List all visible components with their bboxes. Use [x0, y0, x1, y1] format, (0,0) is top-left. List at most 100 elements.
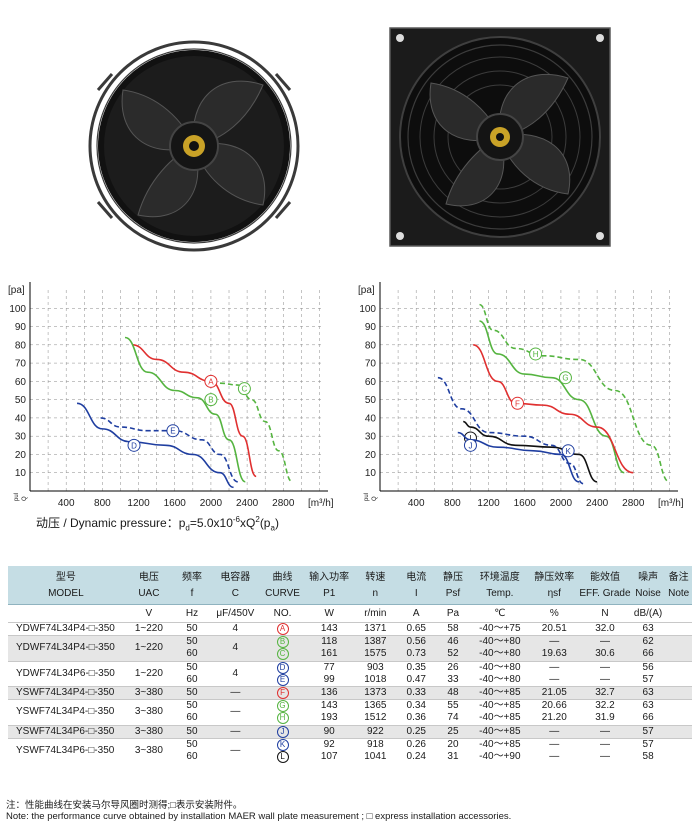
header-cell-unit: ℃: [494, 607, 506, 619]
curve-cell: K: [260, 737, 305, 751]
power-cell: 92: [304, 737, 354, 751]
speed-cell: 1371: [353, 621, 397, 636]
noise-cell: 57: [642, 673, 654, 685]
y-tick-label: 30: [15, 432, 27, 443]
header-cell-cn: 电压: [123, 566, 175, 586]
current-cell: 0.36: [406, 712, 426, 724]
pressure-cell: 48: [435, 685, 471, 700]
x-tick-label: 400: [408, 498, 425, 509]
y-axis-label: [pa]: [358, 285, 375, 296]
noise-cell: 56: [630, 660, 666, 674]
frequency-cell: 60: [186, 673, 198, 685]
temperature-cell: -40～+90: [479, 750, 521, 762]
table-row: YDWF74L34P4-□-350 1~220 50 4 A 143 1371 0.65 58-…: [8, 621, 692, 636]
header-cell-unit: r/min: [364, 607, 387, 619]
model-cell: YSWF74L34P4-□-350: [8, 685, 124, 700]
current-cell: 0.35: [396, 660, 436, 674]
curve-label-d: D: [131, 441, 137, 450]
y-tick-label: 10: [365, 468, 377, 479]
note-cell: [665, 621, 692, 636]
eff-grade-cell: 32.7: [579, 685, 631, 700]
curve-label-h: H: [533, 350, 539, 359]
header-cell-en: P1: [304, 586, 354, 605]
noise-cell: 57: [630, 724, 666, 739]
voltage-cell: 1~220: [123, 635, 175, 662]
noise-cell: 63: [630, 699, 666, 713]
header-cell-cn: 静压: [435, 566, 471, 586]
x-axis-label: [m³/h]: [308, 498, 334, 509]
voltage-cell: 1~220: [123, 660, 175, 687]
pressure-cell: 20: [435, 737, 471, 751]
curve-cell: C: [260, 648, 305, 662]
noise-cell: 66: [630, 648, 666, 662]
pressure-cell: 74: [447, 712, 459, 724]
speed-cell: 1041: [364, 750, 387, 762]
speed-cell: 918: [353, 737, 397, 751]
temperature-cell: -40～+80: [479, 673, 521, 685]
eff-grade-cell: —: [579, 635, 631, 649]
capacitor-cell: 4: [209, 660, 261, 687]
power-cell: 143: [304, 699, 354, 713]
square-plate-fan-photo: [389, 27, 611, 247]
header-cell-unit: Hz: [185, 607, 199, 619]
y-mark-label: Q: [372, 496, 378, 501]
curve-badge: H: [276, 712, 289, 725]
capacitor-cell: —: [209, 699, 261, 725]
curve-label-g: G: [562, 374, 568, 383]
curve-label-c: C: [242, 385, 248, 394]
frequency-cell: 50: [174, 635, 210, 649]
model-cell: YSWF74L34P4-□-350: [8, 699, 124, 725]
frequency-cell: 50: [174, 699, 210, 713]
frequency-cell: 60: [174, 648, 210, 662]
frequency-cell: 50: [174, 621, 210, 636]
noise-cell: 63: [630, 685, 666, 700]
table-row: YSWF74L34P4-□-350 3~380 50— G 143 1365 0.34 55-…: [8, 699, 692, 725]
header-cell-unit: dB/(A): [633, 607, 663, 619]
current-cell: 0.65: [396, 621, 436, 636]
curve-cell: J: [260, 724, 305, 739]
table-row: 60 E 99 1018 0.47 33 -40～+80 — — 57: [8, 673, 692, 687]
curve-c: [219, 382, 293, 483]
header-cell-unit: NO.: [273, 607, 292, 619]
header-cell-unit: A: [412, 607, 420, 619]
note-cell: [665, 724, 692, 739]
header-cell-unit: W: [324, 607, 334, 619]
capacitor-cell: —: [209, 724, 261, 739]
header-cell-en: n: [353, 586, 397, 605]
pressure-cell: 58: [435, 621, 471, 636]
curve-label-j: J: [468, 441, 472, 450]
header-cell-en: UAC: [123, 586, 175, 605]
x-tick-label: 2400: [586, 498, 609, 509]
note-cell: [665, 737, 692, 751]
y-mark-label: Q: [22, 496, 28, 501]
speed-cell: 1373: [353, 685, 397, 700]
voltage-cell: 3~380: [123, 699, 175, 725]
formula-sub-d: d: [185, 523, 190, 533]
formula-sub-a: a: [270, 523, 275, 533]
x-tick-label: 2800: [272, 498, 295, 509]
eff-grade-cell: 32.2: [579, 699, 631, 713]
y-tick-label: 20: [365, 450, 377, 461]
curve-e: [100, 417, 239, 483]
noise-cell: 62: [630, 635, 666, 649]
efficiency-cell: 21.05: [529, 685, 580, 700]
pressure-cell: 25: [435, 724, 471, 739]
temperature-cell: -40～+85: [470, 685, 530, 700]
curve-label-k: K: [565, 447, 571, 456]
pressure-cell: 33: [447, 673, 459, 685]
curve-badge: K: [276, 738, 289, 751]
current-cell: 0.26: [396, 737, 436, 751]
header-cell-en: Note: [665, 586, 692, 605]
formula-close: ): [274, 516, 279, 530]
y-tick-label: 40: [15, 413, 27, 424]
formula-q: xQ: [240, 516, 256, 530]
curve-badge-j: [463, 438, 477, 452]
header-cell-cn: 备注: [665, 566, 692, 586]
power-cell: 136: [304, 685, 354, 700]
table-row: YDWF74L34P6-□-350 1~220 50 4 D 77 903 0.35 26 -40…: [8, 660, 692, 687]
header-cell-cn: 静压效率: [529, 566, 580, 586]
y-tick-label: 100: [359, 304, 376, 315]
chart-grid: [30, 290, 324, 491]
curve-badge-c: [237, 382, 251, 396]
efficiency-cell: —: [529, 737, 580, 751]
